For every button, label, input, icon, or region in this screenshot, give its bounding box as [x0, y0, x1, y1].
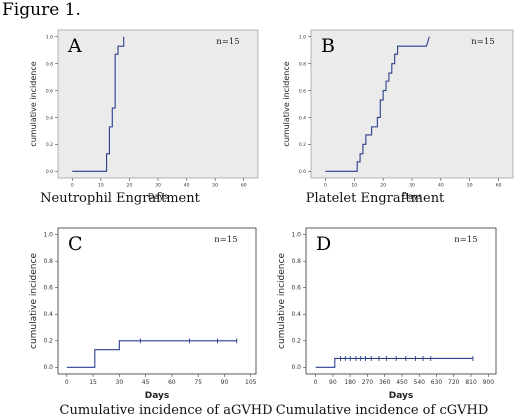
y-tick-label: 1.0	[299, 35, 306, 41]
y-axis-label: cumulative incidence	[282, 61, 291, 146]
series-line	[315, 357, 473, 368]
x-tick-label: 0	[71, 183, 74, 189]
x-tick-label: 450	[396, 379, 408, 386]
series-line	[325, 36, 430, 172]
plot-area	[57, 29, 259, 179]
chart-panel-a: 0.00.20.40.60.81.0 0 10 20 30 40 50 60 A n=15 …	[29, 29, 259, 206]
n-label: n=15	[216, 37, 239, 47]
n-label: n=15	[214, 235, 237, 245]
x-tick-label: 30	[116, 379, 124, 386]
y-tick-label: 0.2	[46, 142, 53, 148]
x-tick-label: 0	[314, 379, 318, 386]
x-tick-label: 720	[448, 379, 460, 386]
y-tick-label: 0.8	[43, 258, 53, 265]
y-tick-label: 0.2	[299, 142, 306, 148]
x-tick-label: 75	[194, 379, 202, 386]
x-tick-label: 60	[496, 183, 502, 189]
x-tick-label: 50	[212, 183, 218, 189]
x-tick-label: 20	[127, 183, 133, 189]
series-line	[72, 36, 125, 172]
y-tick-label: 1.0	[291, 231, 301, 238]
x-tick-label: 45	[142, 379, 150, 386]
y-tick-label: 0.4	[46, 115, 53, 121]
plot-area	[310, 29, 514, 179]
x-tick-label: 0	[324, 183, 327, 189]
y-tick-label: 0.4	[291, 311, 301, 318]
x-tick-label: 810	[465, 379, 477, 386]
chart-title: Platelet Engraftment	[306, 191, 445, 206]
y-tick-label: 0.6	[46, 88, 53, 94]
x-tick-label: 40	[184, 183, 190, 189]
x-tick-label: 270	[362, 379, 374, 386]
y-tick-label: 1.0	[46, 35, 53, 41]
x-axis-label: Days	[148, 192, 168, 201]
x-tick-label: 180	[344, 379, 356, 386]
chart-title: Cumulative incidence of cGVHD	[276, 403, 489, 418]
x-tick-label: 10	[351, 183, 357, 189]
y-tick-label: 0.0	[299, 169, 306, 175]
y-tick-label: 0.8	[291, 258, 301, 265]
figure-title: Figure 1.	[2, 0, 81, 20]
y-axis-label: cumulative incidence	[29, 61, 38, 146]
y-tick-label: 0.0	[291, 364, 301, 371]
x-axis-label: Days	[389, 391, 414, 401]
x-tick-label: 0	[65, 379, 69, 386]
chart-title: Neutrophil Engraftment	[40, 191, 200, 206]
x-tick-label: 40	[438, 183, 444, 189]
x-tick-label: 30	[155, 183, 161, 189]
plot-area	[57, 227, 257, 375]
x-tick-label: 90	[329, 379, 337, 386]
x-tick-label: 360	[379, 379, 391, 386]
x-tick-label: 10	[98, 183, 104, 189]
n-label: n=15	[471, 37, 494, 47]
x-tick-label: 540	[414, 379, 426, 386]
n-label: n=15	[454, 235, 477, 245]
x-axis-label: Days	[402, 192, 422, 201]
y-tick-label: 0.0	[43, 364, 53, 371]
y-tick-label: 0.2	[291, 338, 301, 345]
panel-letter: D	[316, 233, 331, 255]
y-tick-label: 0.6	[299, 88, 306, 94]
panel-letter: C	[68, 233, 83, 255]
y-tick-label: 0.4	[43, 311, 53, 318]
x-axis-label: Days	[145, 391, 170, 401]
chart-panel-d: 0.0 0.2 0.4 0.6 0.8 1.0 0 90 180 270 360 450 540 630…	[276, 227, 497, 418]
y-tick-label: 0.4	[299, 115, 306, 121]
x-tick-label: 20	[380, 183, 386, 189]
chart-title: Cumulative incidence of aGVHD	[60, 403, 273, 418]
y-tick-label: 0.6	[291, 285, 301, 292]
x-tick-label: 630	[431, 379, 443, 386]
x-tick-label: 90	[221, 379, 229, 386]
y-tick-label: 0.8	[299, 61, 306, 67]
y-tick-label: 0.8	[46, 61, 53, 67]
plot-area	[305, 227, 497, 375]
x-tick-label: 50	[467, 183, 473, 189]
x-tick-label: 15	[89, 379, 97, 386]
panel-letter: A	[67, 35, 82, 57]
chart-panel-b: 0.00.20.40.60.81.0 0 10 20 30 40 50 60 B n=15 …	[282, 29, 514, 206]
y-axis-label: cumulative incidence	[277, 253, 287, 349]
x-tick-label: 900	[483, 379, 495, 386]
chart-panel-c: 0.0 0.2 0.4 0.6 0.8 1.0 0 15 30 45 60 75 90 105 C n=…	[29, 227, 273, 418]
series-line	[66, 340, 237, 368]
y-tick-label: 0.0	[46, 169, 53, 175]
x-tick-label: 60	[241, 183, 247, 189]
y-tick-label: 0.2	[43, 338, 53, 345]
x-tick-label: 60	[168, 379, 176, 386]
x-tick-label: 30	[409, 183, 415, 189]
y-axis-label: cumulative incidence	[29, 253, 39, 349]
panel-letter: B	[321, 35, 335, 57]
x-tick-label: 105	[245, 379, 257, 386]
y-tick-label: 1.0	[43, 231, 53, 238]
y-tick-label: 0.6	[43, 285, 53, 292]
